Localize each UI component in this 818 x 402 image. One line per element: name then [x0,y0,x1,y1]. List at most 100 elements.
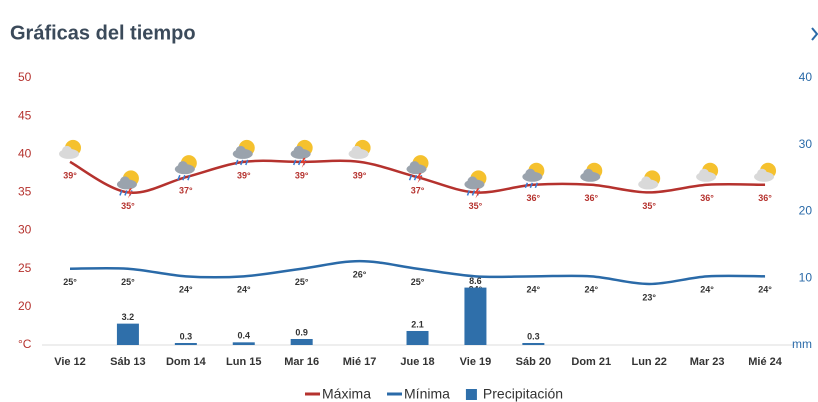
y2-tick-label: 20 [799,204,813,218]
x-tick-label: Sáb 20 [516,356,551,368]
x-tick-label: Mié 24 [748,356,783,368]
y2-tick-label: 10 [799,270,813,284]
data-label: 35° [121,201,135,211]
legend-label: Máxima [322,386,371,402]
rain [182,174,186,181]
legend-label: Mínima [404,386,450,402]
cloud [583,168,594,179]
data-label: 0.3 [527,331,540,341]
data-label: 0.4 [238,331,251,341]
data-label: 24° [700,285,714,295]
data-label: 39° [237,170,251,180]
rain [408,174,413,181]
bolt [126,188,133,199]
rain [529,182,534,189]
data-label: 26° [353,269,367,279]
cloud [467,176,478,187]
rain [534,182,539,189]
weather-icon [59,139,81,159]
data-label: 36° [700,193,714,203]
x-tick-label: Dom 21 [571,356,611,368]
x-tick-label: Sáb 13 [110,356,145,368]
y-tick-label: 25 [18,261,32,275]
data-label: 36° [527,193,541,203]
cloud [641,176,652,187]
data-label: 39° [295,170,309,180]
data-label: 24° [527,285,541,295]
rain [471,190,476,196]
data-label: 39° [63,170,77,180]
bar [290,338,313,345]
y-tick-label: °C [18,337,32,351]
rain [524,182,529,189]
x-tick-label: Jue 18 [400,356,434,368]
x-tick-label: Mar 16 [284,356,319,368]
data-label: 36° [584,193,598,203]
line [69,259,766,286]
weather-icon [290,139,313,168]
data-label: 35° [642,201,656,211]
data-label: 24° [237,285,251,295]
cloud [757,168,768,179]
data-label: 25° [411,277,425,287]
x-tick-label: Mié 17 [343,356,377,368]
bar [464,287,487,345]
next-arrow[interactable] [811,27,818,41]
cloud [177,161,188,172]
cloud [293,145,304,156]
cloud [699,168,710,179]
rain [245,159,249,166]
rain [124,190,128,196]
bolt [474,188,481,199]
y-tick-label: 40 [18,146,32,160]
legend-swatch [465,389,477,400]
bar [232,342,255,345]
data-label: 35° [469,201,483,211]
weather-icon [696,162,719,182]
weather-icon [406,155,429,184]
data-label: 3.2 [122,312,135,322]
data-label: 39° [353,170,367,180]
weather-icon [638,170,661,190]
y2-tick-label: 30 [799,137,813,151]
y-tick-label: 45 [18,108,32,122]
bolt [416,173,423,184]
cloud [62,145,72,156]
data-label: 25° [121,277,135,287]
weather-icon [522,162,545,189]
data-label: 0.9 [295,327,308,337]
y-tick-label: 20 [18,299,32,313]
rain [119,190,123,196]
chart-title: Gráficas del tiempo [10,22,196,44]
bolt [300,157,307,168]
cloud [119,176,130,187]
x-tick-label: Mar 23 [690,356,725,368]
x-tick-label: Lun 22 [631,356,666,368]
weather-icon [174,155,197,181]
cloud [235,145,246,156]
bar [406,330,429,345]
data-label: 24° [758,285,772,295]
data-label: 36° [758,193,772,203]
bar [174,342,197,345]
y-tick-label: 50 [18,70,32,84]
y-tick-label: 30 [18,223,32,237]
weather-icon [348,139,371,159]
rain [240,159,244,166]
data-label: 8.6 [469,276,482,286]
data-label: 25° [63,277,77,287]
data-label: 25° [295,277,309,287]
x-tick-label: Dom 14 [166,356,207,368]
y-tick-label: 35 [18,185,32,199]
bar [116,323,139,345]
y2-tick-label: mm [792,337,812,351]
rain [466,190,471,196]
cloud [525,168,536,179]
weather-icon [464,170,487,199]
bar [522,342,545,345]
rain [235,159,239,166]
y2-tick-label: 40 [799,70,813,84]
cloud [409,161,420,172]
data-label: 23° [642,292,656,302]
